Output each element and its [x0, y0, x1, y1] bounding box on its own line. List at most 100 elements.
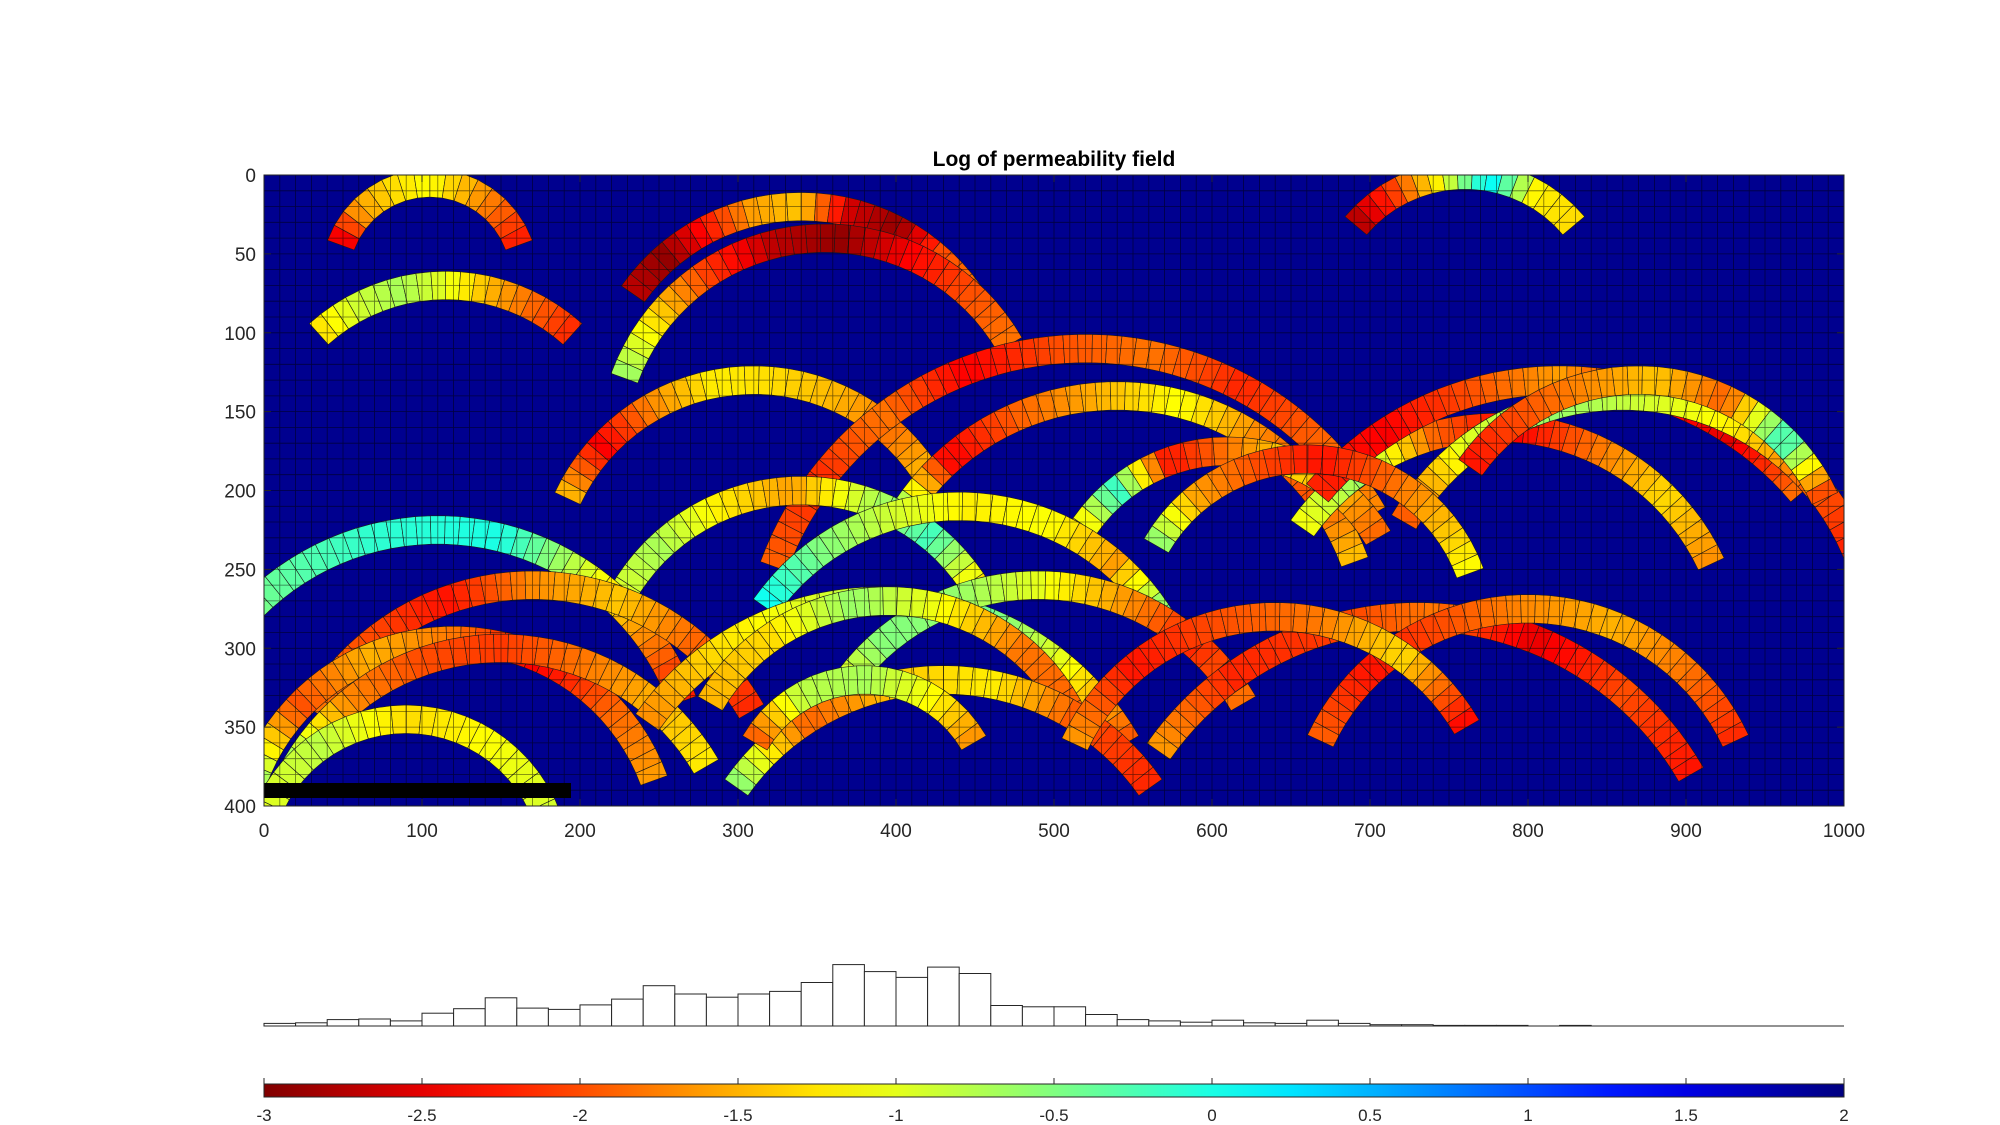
fracture-cell: [686, 746, 720, 775]
fracture-cell: [1484, 175, 1503, 194]
fracture-cell: [415, 515, 432, 546]
histogram-bar: [579, 1004, 613, 1027]
histogram-bar: [358, 1018, 391, 1027]
fracture-cell: [1411, 175, 1433, 198]
y-tick-label: 100: [224, 324, 256, 345]
histogram-bar: [705, 996, 739, 1027]
histogram-bar: [674, 993, 707, 1027]
x-tick-label: 1000: [1823, 821, 1865, 842]
histogram-bar: [832, 964, 865, 1027]
fracture-cell: [1471, 175, 1488, 192]
x-tick-label: 700: [1354, 821, 1386, 842]
colorbar-tick-label: 1: [1523, 1106, 1532, 1125]
fracture-cell: [509, 570, 527, 601]
y-tick-label: 50: [235, 245, 256, 266]
histogram-bar: [1116, 1019, 1150, 1027]
colorbar-tick-label: 1.5: [1674, 1106, 1698, 1125]
fracture-cell: [1505, 594, 1522, 625]
fracture-cell: [390, 704, 407, 735]
fracture-cell: [804, 223, 822, 254]
colorbar-tick-label: -0.5: [1039, 1106, 1068, 1125]
y-tick-label: 250: [224, 560, 256, 581]
x-tick-label: 100: [406, 821, 438, 842]
histogram-bar: [611, 998, 644, 1027]
fracture-cell: [1835, 537, 1844, 555]
fracture-cell: [397, 175, 418, 202]
y-tick-label: 300: [224, 639, 256, 660]
fracture-cell: [180, 683, 212, 707]
fracture-cell: [264, 737, 285, 762]
histogram-bar: [1021, 1006, 1055, 1027]
x-tick-label: 200: [564, 821, 596, 842]
x-axis-ticks: 0 100 200 300 400 500 600 700 800 900 1000: [259, 175, 1865, 842]
y-tick-label: 150: [224, 403, 256, 424]
fracture-cell: [635, 761, 668, 786]
colorbar-tick-label: -2: [572, 1106, 587, 1125]
permeability-heatmap: 0 100 200 300 400 500 600 700 800 900 1000 0 50 100 1…: [180, 166, 1865, 842]
histogram-bar: [1306, 1019, 1339, 1027]
histogram-bar: [800, 982, 834, 1027]
fracture-cell: [1841, 553, 1844, 561]
histogram-bar: [484, 997, 518, 1027]
colorbar-tick-label: -1.5: [723, 1106, 752, 1125]
histogram-bar: [1179, 1021, 1213, 1027]
histogram-bar: [1085, 1014, 1118, 1027]
colorbar-tick-label: 0: [1207, 1106, 1216, 1125]
fracture-cell: [552, 313, 583, 346]
fracture-cell: [1442, 175, 1459, 192]
histogram-bar: [958, 973, 992, 1027]
fracture-cell: [191, 656, 223, 682]
x-tick-label: 800: [1512, 821, 1544, 842]
value-histogram: [263, 964, 1844, 1027]
fracture-cell: [444, 515, 461, 546]
x-tick-label: 400: [880, 821, 912, 842]
y-tick-label: 350: [224, 718, 256, 739]
fracture-cell: [867, 586, 884, 617]
histogram-bar: [737, 993, 771, 1027]
fracture-cell: [931, 492, 949, 523]
colorbar-ticks: -3 -2.5 -2 -1.5 -1 -0.5 0 0.5 1 1.5 2: [256, 1078, 1849, 1125]
fracture-cell: [441, 175, 463, 202]
histogram-bar: [1211, 1019, 1245, 1027]
x-tick-label: 900: [1670, 821, 1702, 842]
fracture-cell: [1212, 436, 1229, 467]
fracture-cell: [1015, 570, 1032, 601]
fracture-cell: [223, 607, 254, 636]
histogram-bar: [516, 1007, 549, 1027]
fracture-cell: [185, 669, 217, 694]
histogram-bar: [1053, 1006, 1087, 1027]
fracture-cell: [264, 597, 274, 617]
histogram-bar: [1148, 1020, 1181, 1027]
histogram-bar: [389, 1020, 423, 1027]
y-tick-label: 400: [224, 797, 256, 818]
colorbar: -3 -2.5 -2 -1.5 -1 -0.5 0 0.5 1 1.5 2: [256, 1078, 1849, 1125]
fracture-cell: [478, 633, 495, 664]
fracture-cell: [264, 769, 272, 786]
y-tick-label: 0: [245, 166, 256, 187]
colorbar-gradient: [263, 1083, 1845, 1098]
fracture-cell: [776, 476, 794, 507]
fracture-cell: [264, 754, 278, 774]
colorbar-tick-label: -2.5: [407, 1106, 436, 1125]
fracture-cell: [1814, 490, 1844, 519]
fracture-cell: [539, 570, 556, 601]
fracture-cell: [1671, 754, 1704, 782]
histogram-bar: [326, 1019, 360, 1027]
colorbar-tick-label: -3: [256, 1106, 271, 1125]
histogram-bar: [990, 1005, 1023, 1027]
histogram-bar: [895, 976, 929, 1027]
fracture-cell: [1249, 602, 1267, 633]
colorbar-tick-label: -1: [888, 1106, 903, 1125]
x-tick-label: 0: [259, 821, 270, 842]
colorbar-tick-label: 2: [1839, 1106, 1848, 1125]
fracture-cell: [1047, 334, 1066, 365]
y-axis-ticks: 0 50 100 150 200 250 300 350 400: [224, 166, 1844, 818]
histogram-bar: [642, 985, 676, 1027]
chart-title: Log of permeability field: [933, 148, 1176, 171]
histogram-bar: [863, 971, 897, 1027]
y-tick-label: 200: [224, 482, 256, 503]
histogram-bar: [547, 1008, 581, 1027]
histogram-bar: [453, 1008, 486, 1027]
colorbar-stub: [264, 783, 571, 798]
